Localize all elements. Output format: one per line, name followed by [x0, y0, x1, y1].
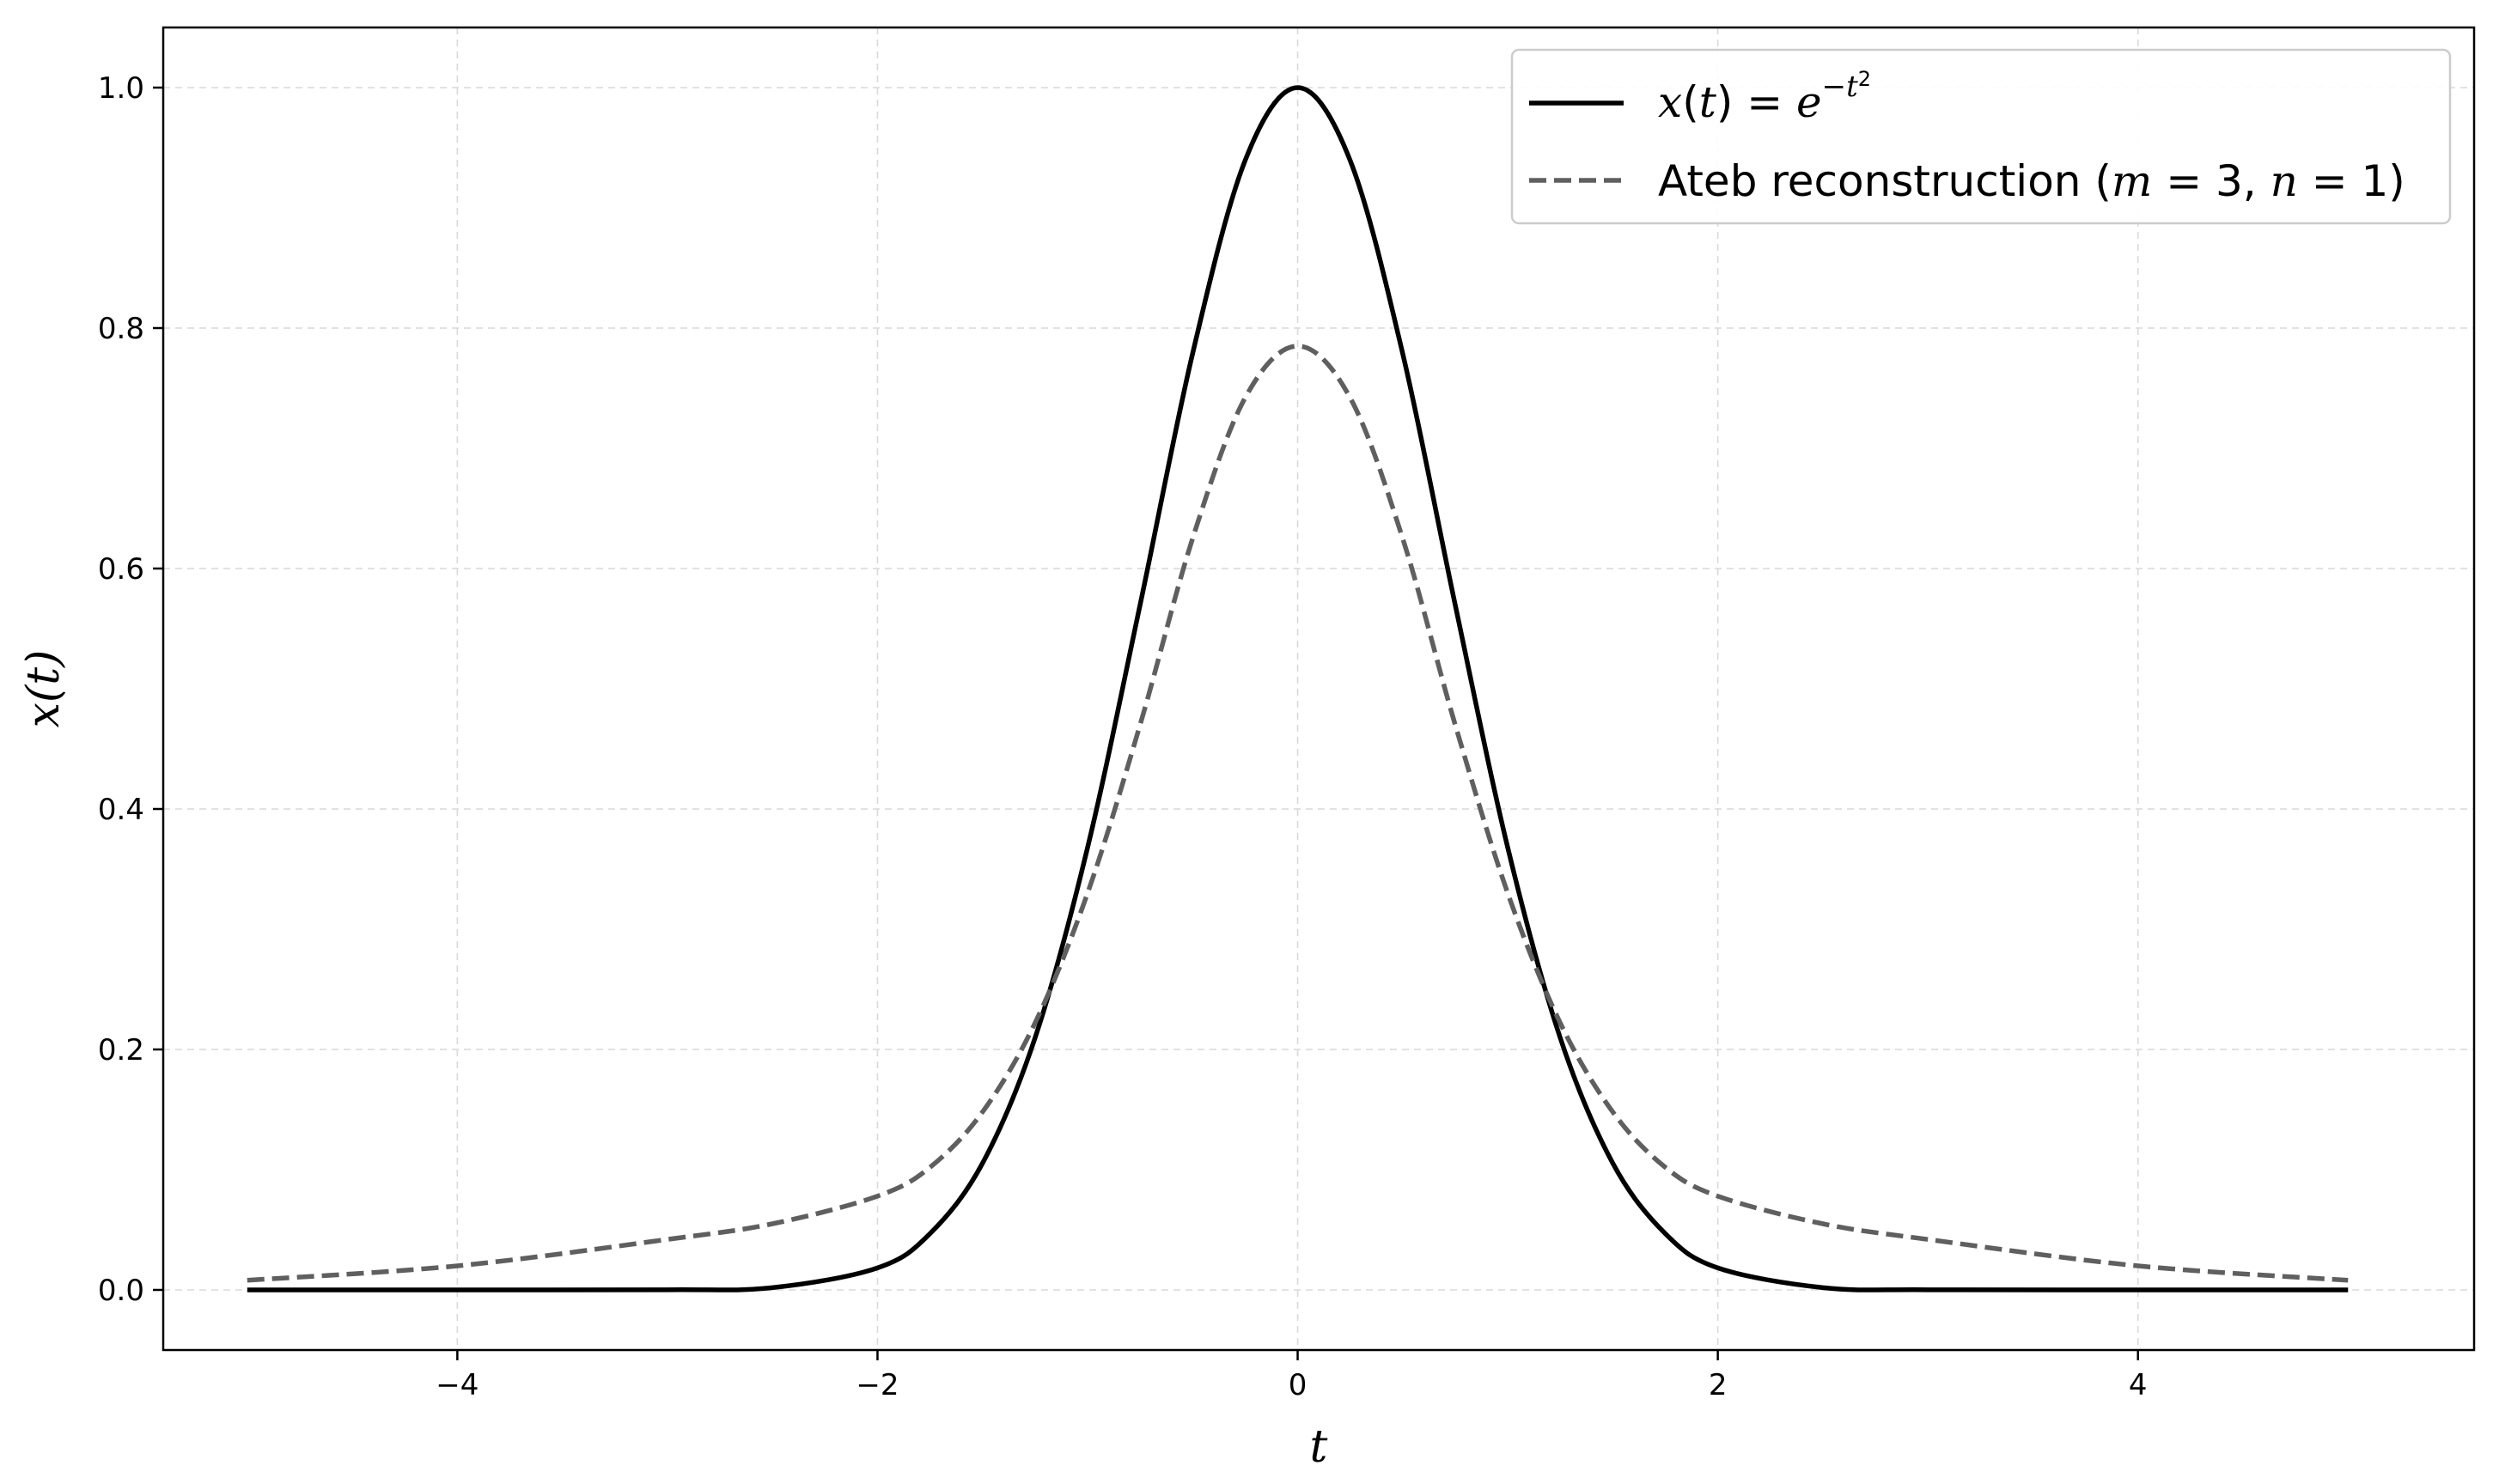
x-tick-label: 4	[2129, 1368, 2148, 1402]
y-tick-label: 0.8	[98, 312, 144, 346]
y-axis-label: x(t)	[18, 650, 70, 728]
legend-box	[1510, 48, 2452, 225]
plot-frame	[162, 26, 2476, 1352]
x-tick-label: 2	[1709, 1368, 1728, 1402]
legend: x(t) = e−t2 Ateb reconstruction (m = 3, …	[1510, 48, 2452, 225]
axis-ticks: −4 −2 0 2 4 0.0 0.2 0.4 0.6 0.8 1.0	[98, 71, 2148, 1402]
x-tick-label: −2	[856, 1368, 899, 1402]
x-tick-label: 0	[1289, 1368, 1307, 1402]
y-tick-label: 1.0	[98, 71, 144, 106]
legend-label-1: x(t) = e−t2	[1658, 67, 1871, 127]
series-line-gaussian	[247, 85, 2349, 1292]
y-tick-label: 0.2	[98, 1033, 144, 1067]
y-tick-label: 0.4	[98, 793, 144, 827]
y-tick-label: 0.6	[98, 552, 144, 587]
legend-label-2: Ateb reconstruction (m = 3, n = 1)	[1658, 156, 2405, 206]
grid	[163, 27, 2474, 1350]
series-layer	[247, 85, 2349, 1292]
y-tick-label: 0.0	[98, 1274, 144, 1308]
x-tick-label: −4	[436, 1368, 478, 1402]
x-axis-label: t	[1310, 1421, 1328, 1473]
series-line-ateb-reconstruction	[247, 344, 2349, 1283]
